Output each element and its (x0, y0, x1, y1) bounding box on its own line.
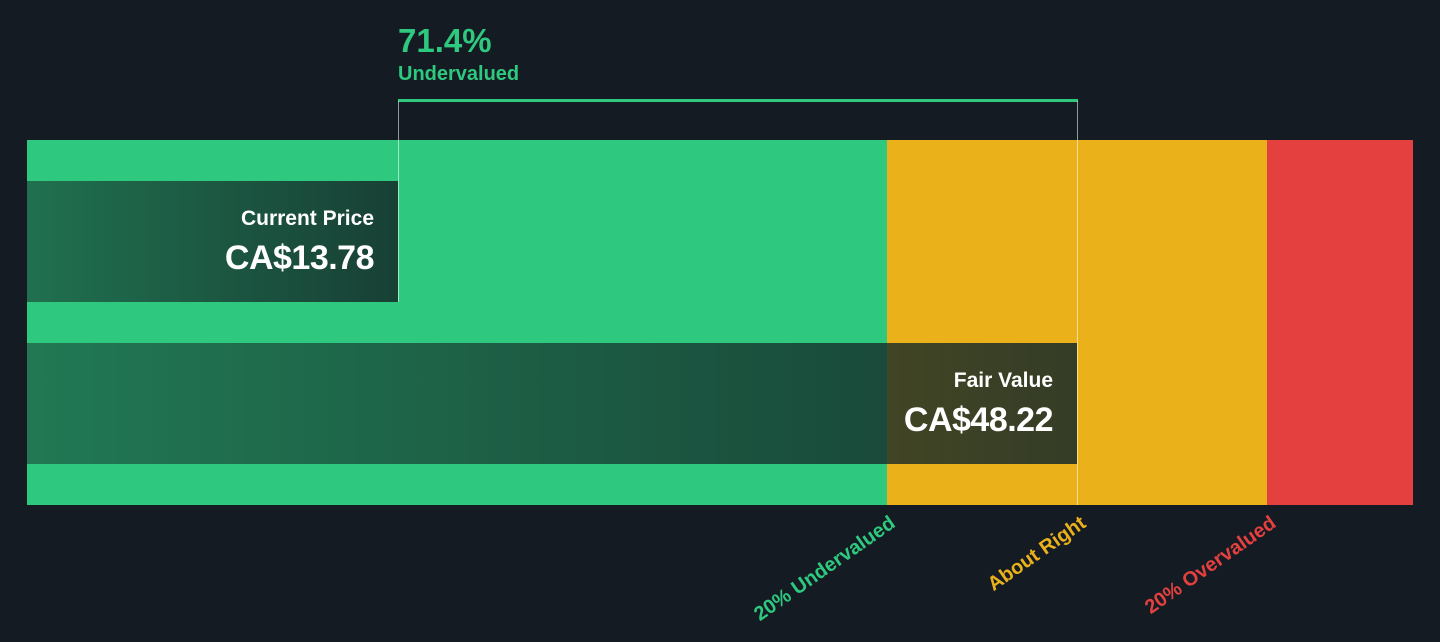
zone-label-about-right: About Right (983, 512, 1090, 596)
zone-label-overvalued: 20% Overvalued (1140, 512, 1280, 619)
fair-value-marker-line (1077, 101, 1078, 505)
current-price-label: Current Price (240, 207, 374, 230)
discount-label: Undervalued (398, 63, 520, 85)
fair-value-bar: Fair Value CA$48.22 (27, 343, 1077, 464)
zone-label-undervalued: 20% Undervalued (750, 512, 900, 626)
current-price-amount: CA$13.78 (224, 239, 375, 277)
discount-bracket (398, 99, 1078, 102)
current-price-marker-line (398, 101, 399, 302)
zone-overvalued (1267, 140, 1413, 505)
fair-value-amount: CA$48.22 (903, 401, 1054, 439)
current-price-bar: Current Price CA$13.78 (27, 181, 398, 302)
fair-value-label: Fair Value (953, 369, 1053, 392)
discount-percent: 71.4% (398, 22, 492, 59)
